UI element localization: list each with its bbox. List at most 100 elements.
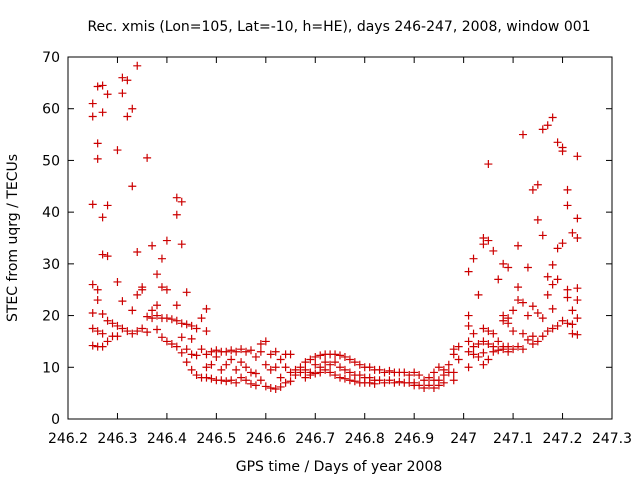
data-point [212, 346, 221, 355]
data-point [321, 358, 330, 367]
data-point [276, 382, 285, 391]
plot-border [67, 56, 613, 420]
data-point [251, 369, 260, 378]
data-point [108, 319, 117, 328]
data-point [162, 285, 171, 294]
data-point [118, 297, 127, 306]
data-point [103, 90, 112, 99]
data-point [88, 280, 97, 289]
data-point [133, 290, 142, 299]
data-point [162, 314, 171, 323]
data-point [563, 185, 572, 194]
data-point [182, 358, 191, 367]
data-point [543, 290, 552, 299]
data-point [123, 327, 132, 336]
data-point [484, 340, 493, 349]
data-point [434, 381, 443, 390]
data-point [237, 358, 246, 367]
data-point [509, 345, 518, 354]
data-point [306, 371, 315, 380]
data-point [172, 316, 181, 325]
data-point [523, 263, 532, 272]
x-tick-label: 246.6 [246, 431, 286, 447]
data-point [504, 263, 513, 272]
data-point [266, 365, 275, 374]
data-point [138, 285, 147, 294]
data-point [509, 306, 518, 315]
data-point [301, 365, 310, 374]
data-point [261, 337, 270, 346]
data-point [518, 329, 527, 338]
data-point [405, 371, 414, 380]
data-point [296, 368, 305, 377]
data-point [266, 383, 275, 392]
data-point [553, 244, 562, 253]
data-point [88, 112, 97, 121]
x-tick-label: 247 [450, 431, 477, 447]
data-point [345, 355, 354, 364]
data-point [148, 306, 157, 315]
data-point [227, 376, 236, 385]
data-point [469, 254, 478, 263]
data-point [242, 376, 251, 385]
data-point [444, 360, 453, 369]
data-point [286, 377, 295, 386]
data-point [558, 316, 567, 325]
data-point [316, 351, 325, 360]
data-point [222, 347, 231, 356]
data-point [415, 371, 424, 380]
data-point [439, 371, 448, 380]
data-point [385, 376, 394, 385]
data-point [246, 379, 255, 388]
data-point [326, 368, 335, 377]
data-point [256, 376, 265, 385]
data-point [533, 337, 542, 346]
data-point [331, 350, 340, 359]
data-point [316, 368, 325, 377]
data-point [143, 328, 152, 337]
data-point [212, 352, 221, 361]
data-point [553, 138, 562, 147]
x-tick-label: 246.7 [295, 431, 335, 447]
data-point [153, 301, 162, 310]
data-point [98, 250, 107, 259]
data-point [479, 337, 488, 346]
data-point [246, 346, 255, 355]
y-tick-label: 20 [42, 309, 60, 325]
data-point [553, 275, 562, 284]
data-point [197, 314, 206, 323]
y-tick-label: 60 [42, 102, 60, 118]
data-point [202, 304, 211, 313]
data-point [182, 288, 191, 297]
data-point [558, 239, 567, 248]
data-point [345, 368, 354, 377]
data-point [573, 234, 582, 242]
data-point [479, 348, 488, 357]
data-point [528, 340, 537, 349]
data-point [518, 130, 527, 139]
data-point [499, 345, 508, 354]
x-tick-label: 246.3 [97, 431, 137, 447]
data-point [113, 146, 122, 155]
data-point [207, 347, 216, 356]
data-point [484, 236, 493, 245]
data-point [533, 215, 542, 224]
data-point [237, 345, 246, 354]
data-point [143, 312, 152, 321]
data-point [143, 153, 152, 162]
data-point [103, 201, 112, 210]
data-point [499, 259, 508, 268]
data-point [256, 340, 265, 349]
data-point [177, 319, 186, 328]
data-point [271, 363, 280, 372]
data-point [449, 350, 458, 359]
data-point [103, 316, 112, 325]
data-point [192, 371, 201, 380]
data-point [217, 376, 226, 385]
data-point [385, 366, 394, 375]
data-point [514, 283, 523, 292]
data-point [177, 333, 186, 342]
data-point [128, 306, 137, 315]
data-point [321, 365, 330, 374]
